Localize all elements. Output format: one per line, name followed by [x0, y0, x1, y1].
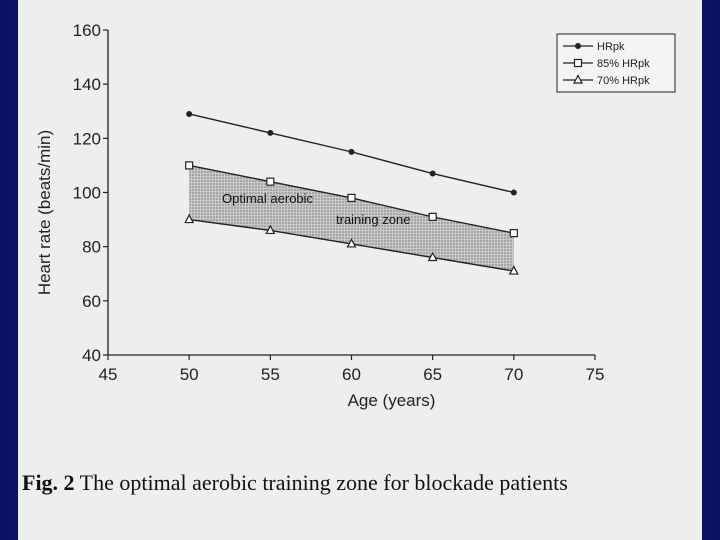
data-point [510, 189, 517, 196]
y-tick-label: 160 [73, 21, 101, 40]
y-tick-label: 100 [73, 184, 101, 203]
legend-marker [573, 58, 583, 68]
data-point [348, 148, 355, 155]
legend: HRpk 85% HRpk 70% HRpk [556, 33, 676, 93]
x-tick-label: 70 [504, 365, 523, 384]
caption-fig-label: Fig. 2 [22, 470, 75, 495]
x-tick-label: 65 [423, 365, 442, 384]
y-tick-label: 80 [82, 238, 101, 257]
training-zone-fill [189, 165, 514, 272]
data-point [184, 213, 195, 224]
data-point [508, 265, 519, 275]
legend-label: 85% HRpk [597, 58, 650, 70]
data-point [265, 224, 276, 235]
data-point [346, 238, 357, 248]
legend-marker [573, 74, 583, 84]
legend-marker [575, 43, 581, 49]
data-point [185, 161, 194, 170]
y-tick-label: 60 [82, 292, 101, 311]
y-tick-label: 140 [73, 75, 101, 94]
x-axis-label: Age (years) [348, 391, 436, 410]
y-axis-label: Heart rate (beats/min) [35, 130, 54, 295]
y-tick-label: 120 [73, 129, 101, 148]
x-tick-label: 75 [586, 365, 605, 384]
x-tick-label: 60 [342, 365, 361, 384]
y-tick-label: 40 [82, 346, 101, 365]
data-point [266, 177, 275, 186]
series-2 [185, 161, 518, 238]
figure-caption: Fig. 2 The optimal aerobic training zone… [22, 470, 702, 496]
zone-label-2: training zone [336, 212, 410, 227]
data-point [347, 193, 356, 203]
x-tick-label: 55 [261, 365, 280, 384]
data-point [427, 251, 438, 262]
data-point [429, 170, 436, 177]
x-tick-label: 45 [99, 365, 118, 384]
zone-label-1: Optimal aerobic [222, 191, 314, 206]
series-3 [184, 213, 519, 275]
x-tick-label: 50 [180, 365, 199, 384]
caption-text: The optimal aerobic training zone for bl… [74, 470, 568, 495]
data-point [186, 110, 193, 117]
series-1 [186, 110, 517, 196]
legend-label: HRpk [597, 41, 625, 53]
data-point [267, 129, 274, 136]
legend-label: 70% HRpk [597, 75, 650, 87]
data-point [428, 212, 437, 221]
data-point [509, 229, 518, 238]
